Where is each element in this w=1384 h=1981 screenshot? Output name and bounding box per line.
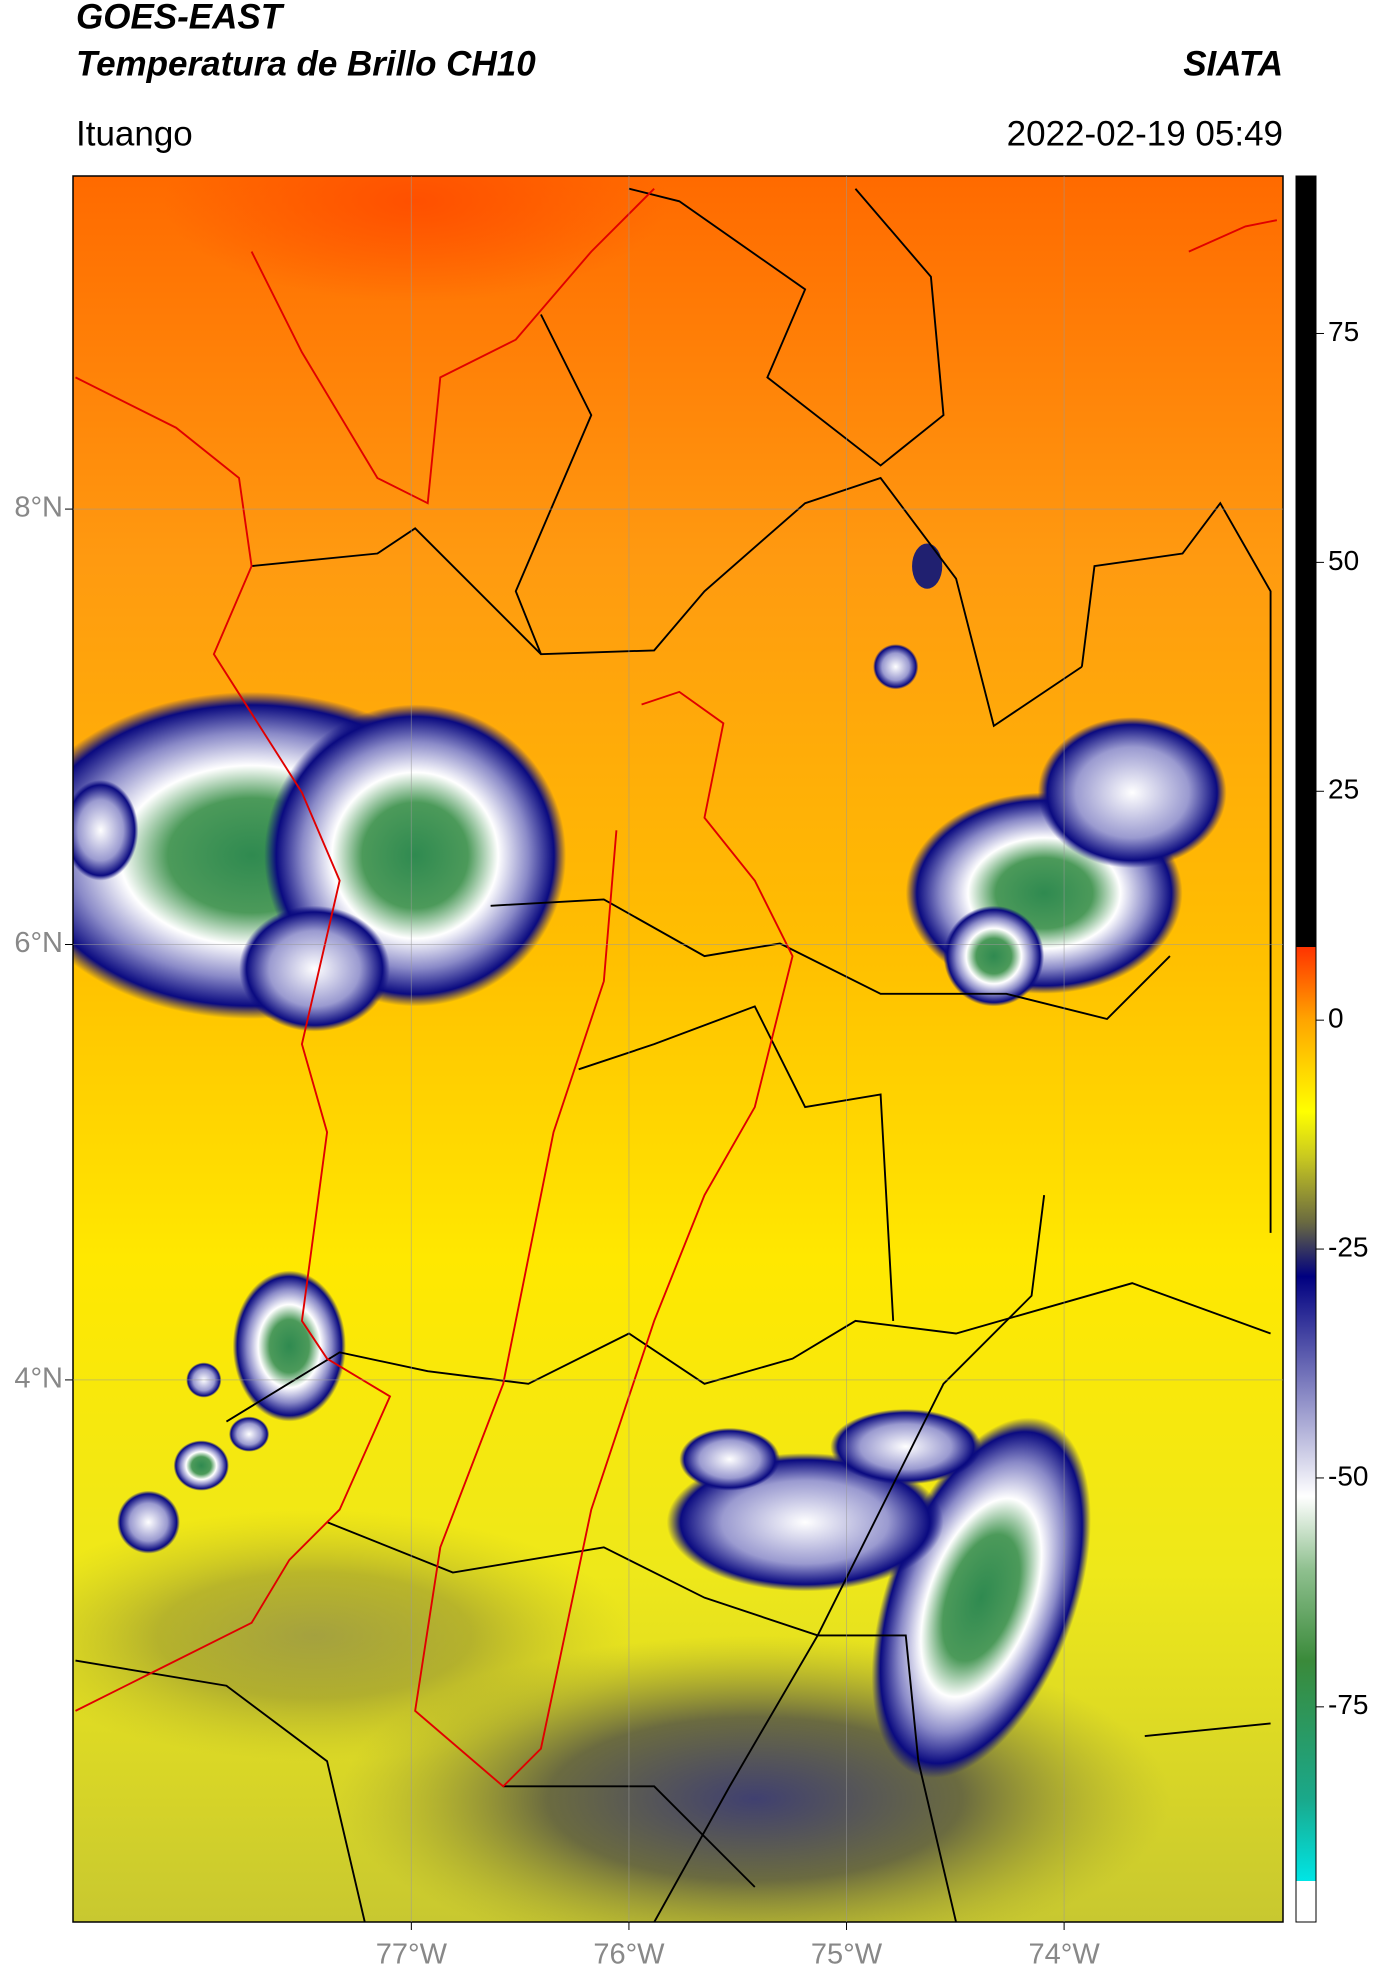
title: GOES-EAST [76,0,285,36]
x-tick-label: 75°W [811,1939,883,1971]
colorbar-tick-label: 50 [1328,545,1359,576]
y-tick-label: 8°N [14,492,63,524]
colorbar-tick-label: -75 [1328,1689,1368,1720]
colorbar-tick-label: 0 [1328,1003,1344,1034]
colorbar-tick-label: -25 [1328,1231,1368,1262]
datetime: 2022-02-19 05:49 [1007,114,1283,153]
y-tick-label: 4°N [14,1363,63,1395]
colorbar-tick-label: 25 [1328,774,1359,805]
x-tick-label: 77°W [376,1939,448,1971]
x-tick-label: 76°W [593,1939,665,1971]
colorbar-tick-label: 75 [1328,316,1359,347]
colorbar [1295,175,1317,1923]
y-tick-label: 6°N [14,927,63,959]
map-image [73,176,1283,1922]
x-tick-label: 74°W [1028,1939,1100,1971]
subtitle: Temperatura de Brillo CH10 [76,44,536,83]
map-frame [72,175,1284,1923]
colorbar-tick-label: -50 [1328,1460,1368,1491]
location: Ituango [76,114,193,153]
source: SIATA [1183,44,1283,83]
